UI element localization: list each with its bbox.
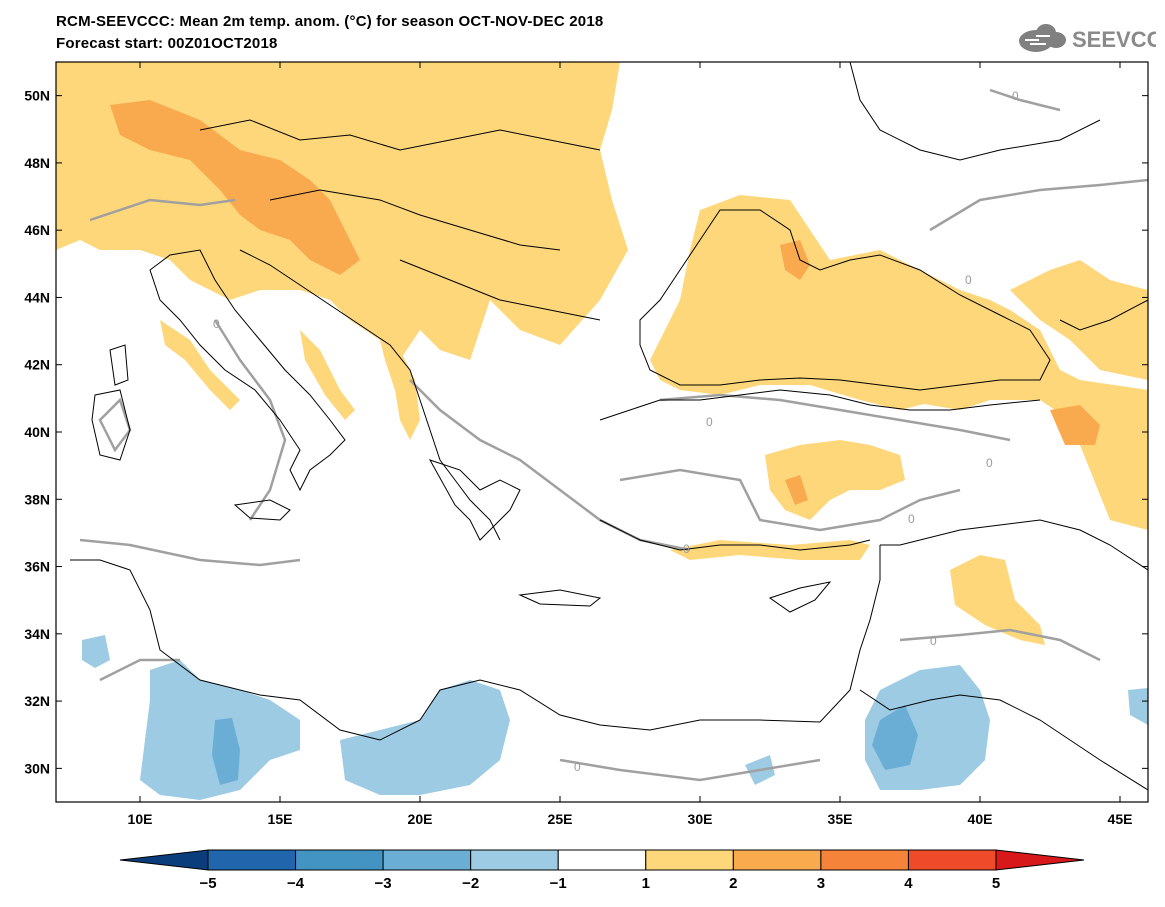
warm-anomaly-strong-crimea [780,240,810,280]
lat-tick-label: 42N [24,357,50,373]
colorbar-tick-label: −5 [199,875,216,892]
lat-tick-label: 32N [24,693,50,709]
logo-text: SEEVCCC [1072,27,1156,52]
lon-tick-label: 15E [268,811,293,827]
lat-tick-label: 34N [24,626,50,642]
lat-tick-label: 46N [24,222,50,238]
forecast-start-label: Forecast start: 00Z01OCT2018 [56,35,278,52]
colorbar-segment [295,849,384,871]
map-title: RCM-SEEVCCC: Mean 2m temp. anom. (°C) fo… [56,13,604,30]
lon-tick-label: 30E [688,811,713,827]
lat-tick-label: 44N [24,289,50,305]
colorbar-tick-label: −3 [375,875,392,892]
coastlines [70,62,1148,791]
colorbar-tick-label: 2 [729,875,737,892]
lat-tick-label: 50N [24,88,50,104]
warm-anomaly-strong-alps [110,100,360,275]
lat-tick-label: 38N [24,491,50,507]
lon-tick-label: 10E [128,811,153,827]
lat-tick-label: 36N [24,559,50,575]
contour-label: 0 [683,542,690,556]
warm-anomaly-strong-caucasus [1050,405,1100,445]
cold-anomaly-iraq [1128,688,1148,725]
colorbar-tick-label: 4 [904,875,913,892]
colorbar-tick-label: 5 [992,875,1000,892]
lon-tick-label: 20E [408,811,433,827]
colorbar-tick-label: 3 [817,875,825,892]
warm-anomaly-italy-east [300,330,355,420]
contour-label: 0 [706,415,713,429]
axis-ticks: 30N 32N 34N 36N 38N 40N 42N 44N 46N 48N 50N 10E 15E 2… [24,62,1148,827]
lat-tick-label: 40N [24,424,50,440]
lon-tick-label: 45E [1108,811,1133,827]
warm-anomaly-turkey-south-coast [670,540,870,560]
colorbar-segment [907,849,997,871]
lat-tick-label: 48N [24,155,50,171]
seevccc-logo: SEEVCCC [1019,24,1156,52]
warm-anomaly-balkan-coast [380,340,420,440]
warm-anomaly-strong-anatolia [785,475,808,505]
colorbar-extend-high [995,849,1085,871]
colorbar-segment [382,849,472,871]
cold-anomaly-libya-east [340,680,510,795]
contour-label: 0 [930,634,937,648]
colorbar-tick-label: −1 [550,875,567,892]
colorbar-tick-label: 1 [642,875,650,892]
colorbar-segment [470,849,559,871]
colorbar-extend-low [119,849,209,871]
cold-anomaly-strong-jordan [872,705,918,770]
cloud-icon [1019,24,1066,52]
lon-tick-label: 40E [968,811,993,827]
warm-anomaly-italy-coast [160,320,240,410]
warm-anomaly-black-sea-coast [760,365,940,410]
anomaly-field [56,62,1148,800]
warm-anomaly-caucasus [1010,260,1148,380]
colorbar-tick-label: −4 [287,875,305,892]
contour-label: 0 [574,760,581,774]
colorbar-segment [645,849,734,871]
colorbar-segment [732,849,822,871]
contour-labels: 0 0 0 0 0 0 0 0 0 [213,89,1019,774]
cold-anomaly-strong-libya [212,718,240,785]
warm-anomaly-levant [950,555,1045,645]
colorbar-tick-label: −2 [462,875,479,892]
lon-tick-label: 35E [828,811,853,827]
cold-anomaly-tunisia [82,635,110,668]
lat-tick-label: 30N [24,760,50,776]
colorbar: −5 −4 −3 −2 −1 1 2 3 4 5 [119,849,1085,892]
contour-label: 0 [213,317,220,331]
contour-label: 0 [986,456,993,470]
contour-label: 0 [908,512,915,526]
colorbar-segment [820,849,909,871]
colorbar-segment [557,849,647,871]
lon-tick-label: 25E [548,811,573,827]
contour-label: 0 [1012,89,1019,103]
contour-label: 0 [965,273,972,287]
colorbar-segment [207,849,297,871]
warm-anomaly-black-sea-north [650,195,1148,530]
